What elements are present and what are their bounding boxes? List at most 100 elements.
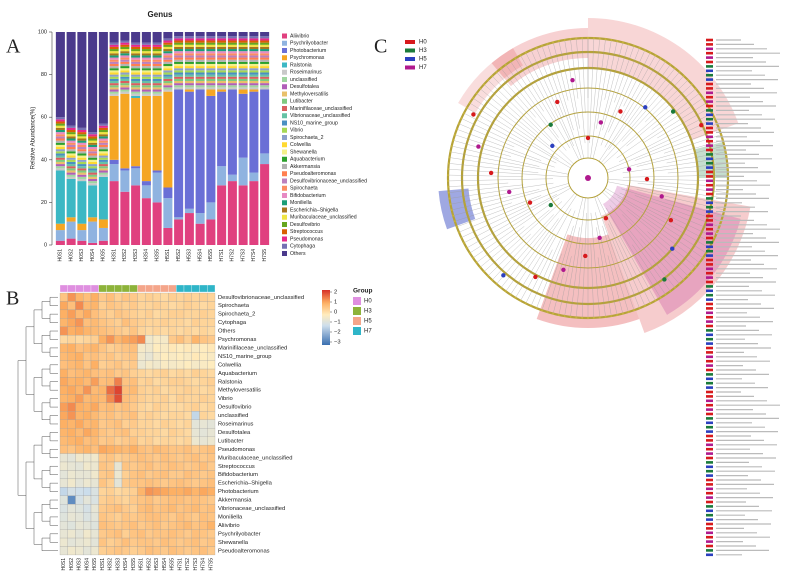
group-annotation <box>176 284 185 293</box>
bar-segment <box>174 66 184 69</box>
list-swatch <box>706 456 713 460</box>
list-swatch <box>706 43 713 46</box>
heatmap-cell <box>207 309 216 319</box>
legend-label: Ralstonia <box>290 62 312 68</box>
node <box>569 38 572 41</box>
bar-segment <box>152 68 162 71</box>
heatmap-cell <box>59 402 68 412</box>
bar-segment <box>249 76 259 79</box>
branch <box>448 182 509 187</box>
list-swatch <box>706 377 713 381</box>
heatmap-cell <box>129 402 138 412</box>
bar-segment <box>98 149 108 152</box>
heatmap-cell <box>199 318 208 327</box>
list-swatch <box>706 469 713 473</box>
branch <box>590 212 600 318</box>
heatmap-cell <box>121 292 130 302</box>
clade-shading <box>601 184 751 334</box>
bar-segment <box>77 164 87 167</box>
biomarker-node <box>561 267 566 272</box>
bar-segment <box>174 87 184 90</box>
bar-segment <box>163 49 173 52</box>
bar-segment <box>55 123 65 126</box>
heatmap-cell <box>160 402 169 412</box>
heatmap-cell <box>183 292 192 302</box>
row-label: Pseudomonas <box>218 447 255 453</box>
x-tick-label: H3S5 <box>131 558 137 571</box>
node <box>621 41 624 44</box>
list-swatch <box>706 298 713 301</box>
heatmap-cell <box>75 343 84 353</box>
bar-segment <box>109 78 119 81</box>
list-swatch <box>706 117 713 121</box>
legend-swatch <box>353 327 361 335</box>
list-swatch <box>706 161 713 165</box>
heatmap-cell <box>129 504 138 513</box>
legend-label: H7 <box>364 329 372 335</box>
legend-label: H3 <box>419 48 427 54</box>
bar-segment <box>66 238 76 245</box>
legend-swatch <box>282 243 287 249</box>
branch <box>461 118 557 164</box>
node <box>669 63 672 66</box>
heatmap-cell <box>207 343 216 353</box>
bar-segment <box>109 49 119 52</box>
heatmap-cell <box>168 453 177 463</box>
node <box>654 54 657 57</box>
heatmap-cell <box>168 419 177 429</box>
heatmap-cell <box>83 318 92 327</box>
bar-segment <box>260 57 270 60</box>
bar-segment <box>260 78 270 81</box>
heatmap-cell <box>98 385 107 395</box>
heatmap-cell <box>145 461 154 471</box>
heatmap-cell <box>183 352 192 361</box>
heatmap-cell <box>183 537 192 547</box>
heatmap-cell <box>199 512 208 522</box>
heatmap-cell <box>160 352 169 361</box>
node <box>659 57 662 60</box>
heatmap-cell <box>129 419 138 429</box>
bar-segment <box>55 155 65 158</box>
heatmap-cell <box>90 537 99 547</box>
branch <box>483 84 540 135</box>
bar-segment <box>77 166 87 169</box>
list-swatch <box>706 69 713 73</box>
bar-segment <box>88 168 98 171</box>
bar-segment <box>152 170 162 173</box>
legend-swatch <box>282 62 287 68</box>
bar-segment <box>88 32 98 133</box>
heatmap-cell <box>98 495 107 505</box>
bar-segment <box>184 74 194 77</box>
legend-label: Marinifilaceae_unclassified <box>290 106 352 112</box>
bar-segment <box>131 185 141 245</box>
heatmap-cell <box>90 402 99 412</box>
list-swatch <box>706 500 713 504</box>
bar-segment <box>260 51 270 54</box>
legend-swatch <box>282 171 287 177</box>
heatmap-cell <box>191 537 200 547</box>
heatmap-cell <box>121 453 130 463</box>
heatmap-cell <box>67 360 76 370</box>
heatmap-cell <box>75 352 84 361</box>
bar-segment <box>141 72 151 75</box>
heatmap-cell <box>160 495 169 505</box>
heatmap-cell <box>114 495 123 505</box>
bar-segment <box>174 55 184 58</box>
bar-segment <box>260 36 270 39</box>
colorbar <box>322 290 330 345</box>
bar-segment <box>88 136 98 139</box>
bar-segment <box>217 36 227 39</box>
heatmap-cell <box>207 394 216 403</box>
node <box>725 156 728 159</box>
bar-segment <box>195 53 205 56</box>
bar-segment <box>174 46 184 50</box>
legend-label: Pseudoalteromonas <box>290 171 337 177</box>
bar-segment <box>141 51 151 54</box>
bar-segment <box>238 157 248 186</box>
node <box>504 290 507 293</box>
list-swatch <box>706 197 713 200</box>
bar-segment <box>195 72 205 75</box>
legend-swatch <box>282 193 287 198</box>
branch <box>608 223 646 306</box>
bar-segment <box>120 51 130 54</box>
